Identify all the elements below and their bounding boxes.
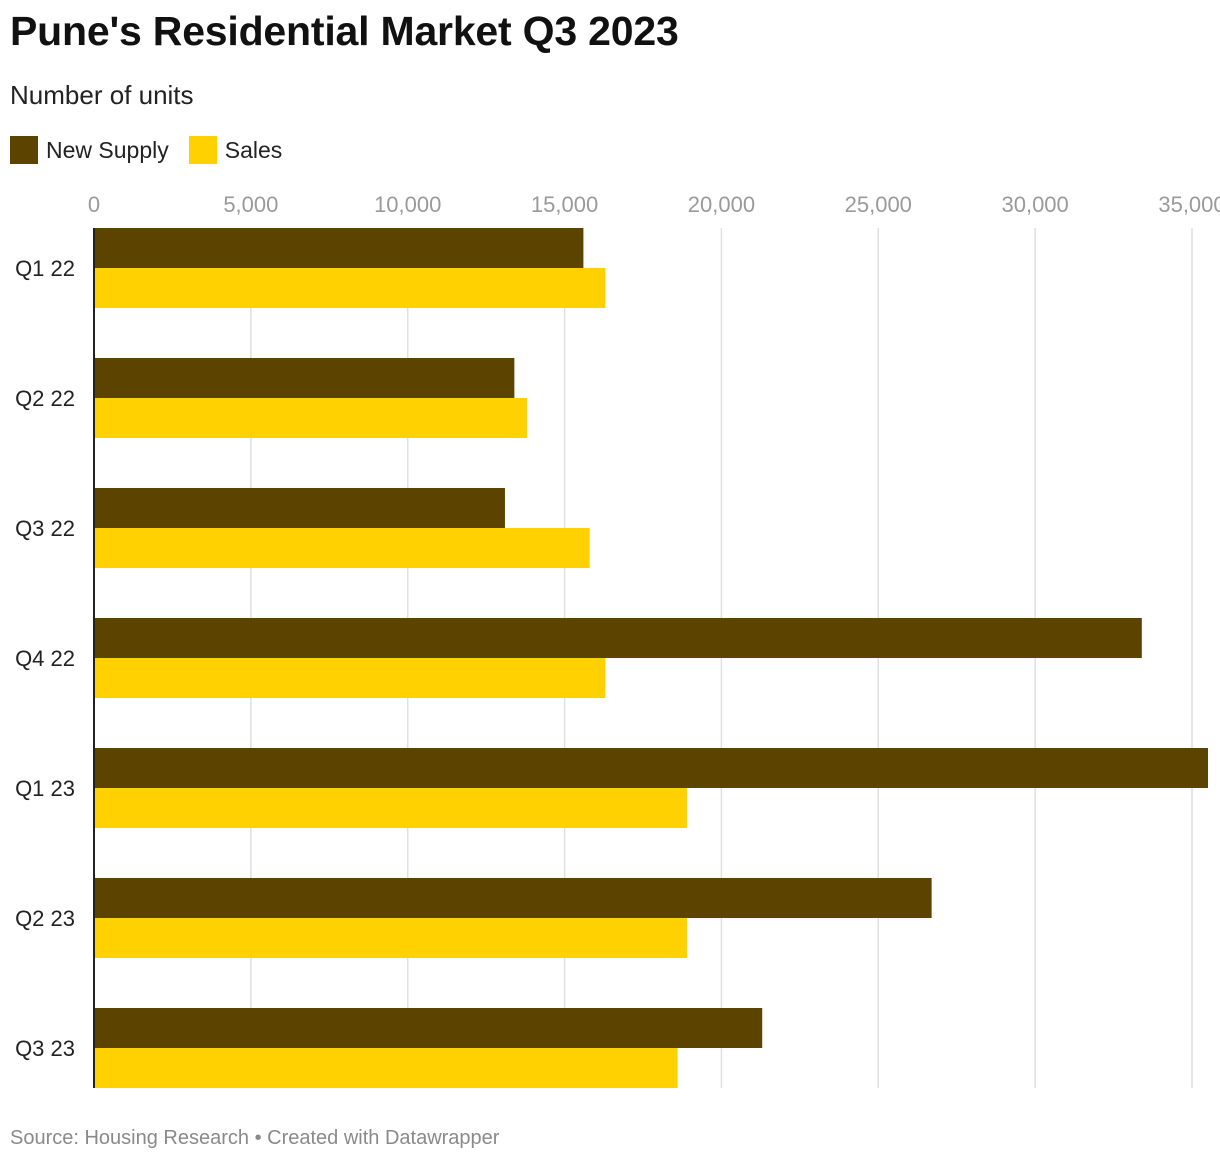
legend-label-new-supply: New Supply bbox=[46, 136, 169, 163]
bar-sales bbox=[94, 268, 606, 308]
x-tick-label: 35,000 bbox=[1158, 192, 1220, 217]
category-label: Q1 23 bbox=[15, 776, 75, 801]
chart-subtitle: Number of units bbox=[10, 80, 194, 110]
category-label: Q3 22 bbox=[15, 516, 75, 541]
bar-sales bbox=[94, 658, 606, 698]
x-tick-label: 15,000 bbox=[531, 192, 598, 217]
x-tick-label: 10,000 bbox=[374, 192, 441, 217]
bar-new-supply bbox=[94, 618, 1142, 658]
legend: New Supply Sales bbox=[10, 136, 302, 164]
bar-new-supply bbox=[94, 748, 1208, 788]
x-tick-label: 5,000 bbox=[223, 192, 278, 217]
bar-sales bbox=[94, 528, 590, 568]
category-label: Q2 22 bbox=[15, 386, 75, 411]
chart-title: Pune's Residential Market Q3 2023 bbox=[10, 8, 679, 54]
legend-swatch-new-supply bbox=[10, 136, 38, 164]
category-label: Q4 22 bbox=[15, 646, 75, 671]
bar-sales bbox=[94, 1048, 678, 1088]
x-tick-label: 25,000 bbox=[845, 192, 912, 217]
source-footer: Source: Housing Research • Created with … bbox=[10, 1127, 500, 1149]
bar-new-supply bbox=[94, 1008, 763, 1048]
x-tick-label: 20,000 bbox=[688, 192, 755, 217]
legend-swatch-sales bbox=[188, 136, 217, 164]
bar-chart: 0 5,000 10,000 15,000 20,000 25,000 30,000 35,0… bbox=[15, 192, 1220, 1088]
category-label: Q1 22 bbox=[15, 256, 75, 281]
bar-sales bbox=[94, 918, 687, 958]
bar-new-supply bbox=[94, 488, 505, 528]
bar-sales bbox=[94, 398, 527, 438]
category-label: Q2 23 bbox=[15, 906, 75, 931]
legend-item-new-supply: New Supply bbox=[10, 136, 169, 164]
x-tick-label: 30,000 bbox=[1001, 192, 1068, 217]
bar-new-supply bbox=[94, 878, 932, 918]
x-tick-label: 0 bbox=[88, 192, 100, 217]
category-label: Q3 23 bbox=[15, 1036, 75, 1061]
bar-new-supply bbox=[94, 358, 515, 398]
legend-label-sales: Sales bbox=[224, 136, 283, 163]
bar-sales bbox=[94, 788, 687, 828]
legend-item-sales: Sales bbox=[188, 136, 283, 164]
bar-new-supply bbox=[94, 228, 584, 268]
